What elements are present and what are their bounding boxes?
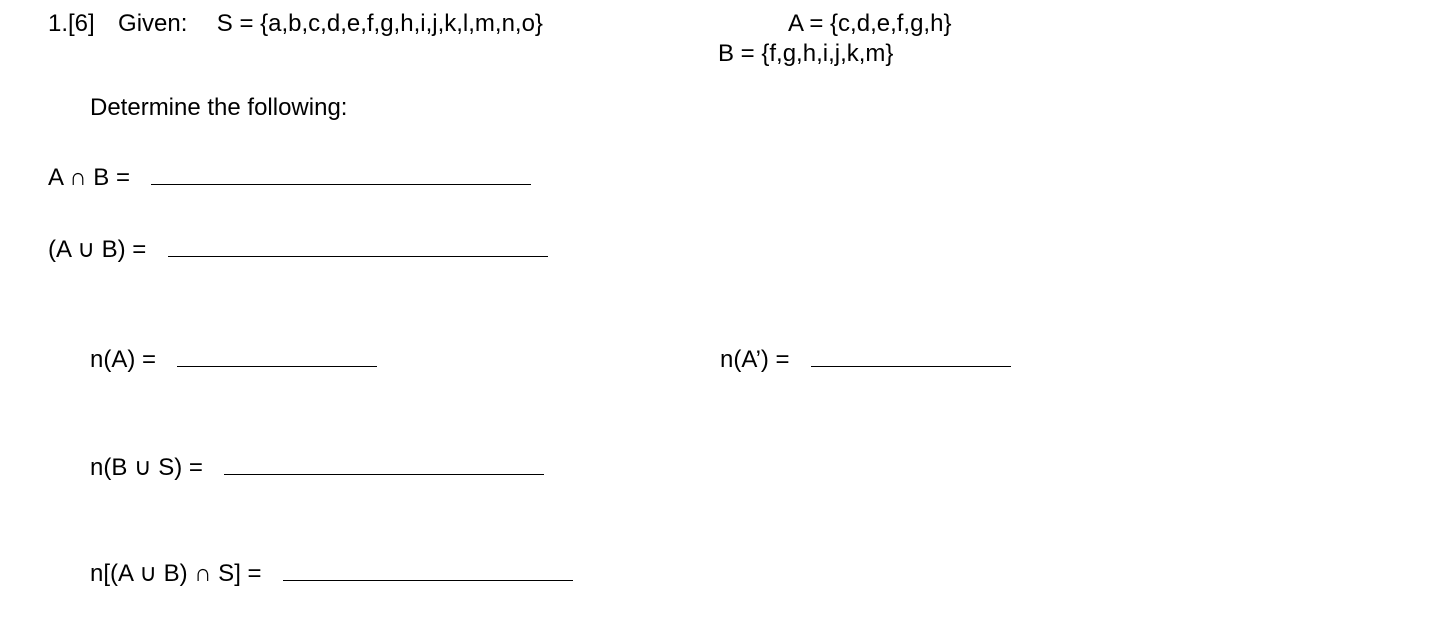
worksheet: 1.[6] Given: S = {a,b,c,d,e,f,g,h,i,j,k,…: [0, 0, 1439, 620]
determine-label: Determine the following:: [90, 92, 347, 124]
q6-label: n[(A ∪ B) ∩ S] =: [90, 560, 262, 587]
q1-label: A ∩ B =: [48, 164, 130, 191]
q5-row: n(B ∪ S) =: [90, 450, 544, 485]
problem-number: 1.[6]: [48, 10, 95, 37]
q2-label: (A ∪ B) =: [48, 236, 146, 263]
given-label: Given:: [118, 10, 187, 37]
q3-row: n(A) =: [90, 342, 377, 377]
q6-row: n[(A ∪ B) ∩ S] =: [90, 556, 573, 591]
q2-blank[interactable]: [168, 232, 548, 257]
q2-row: (A ∪ B) =: [48, 232, 548, 267]
q4-row: n(A’) =: [720, 342, 1011, 377]
q5-blank[interactable]: [224, 450, 544, 475]
set-a-text: A = {c,d,e,f,g,h}: [788, 8, 951, 40]
q1-blank[interactable]: [151, 160, 531, 185]
problem-header: 1.[6] Given: S = {a,b,c,d,e,f,g,h,i,j,k,…: [48, 8, 543, 40]
q1-row: A ∩ B =: [48, 160, 531, 195]
q5-label: n(B ∪ S) =: [90, 454, 203, 481]
q3-blank[interactable]: [177, 342, 377, 367]
q4-blank[interactable]: [811, 342, 1011, 367]
q4-label: n(A’) =: [720, 346, 790, 373]
set-b-text: B = {f,g,h,i,j,k,m}: [718, 38, 893, 70]
set-s-text: S = {a,b,c,d,e,f,g,h,i,j,k,l,m,n,o}: [217, 10, 543, 37]
q3-label: n(A) =: [90, 346, 156, 373]
q6-blank[interactable]: [283, 556, 573, 581]
